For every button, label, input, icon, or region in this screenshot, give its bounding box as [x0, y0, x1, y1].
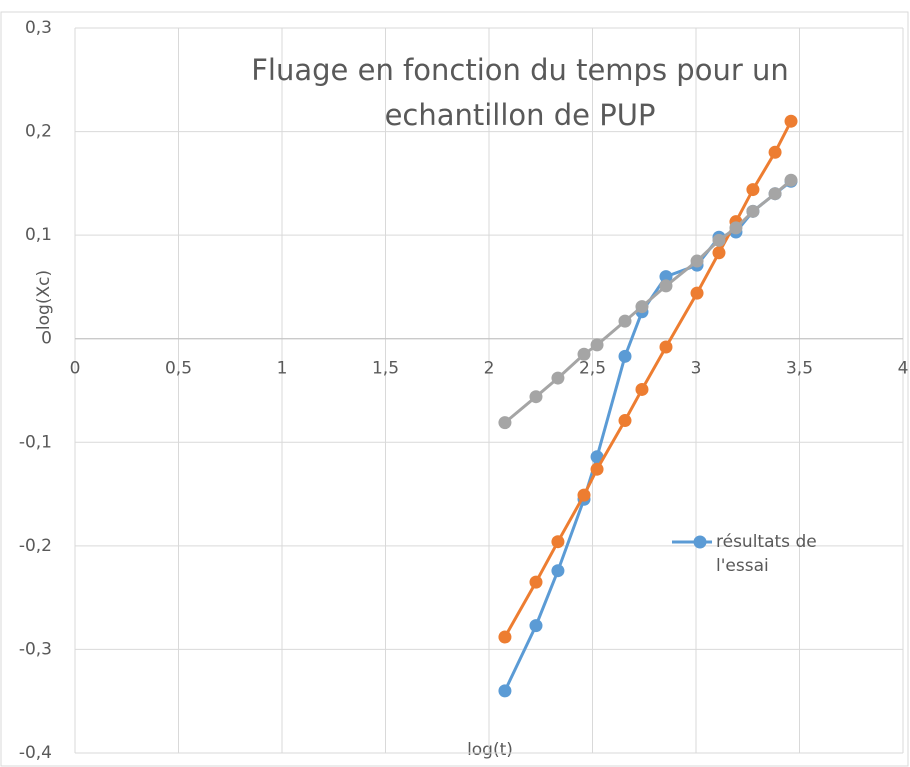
data-point	[618, 349, 632, 363]
data-point	[590, 450, 604, 464]
y-tick-label: 0,3	[25, 18, 52, 38]
chart-title: Fluage en fonction du temps pour un echa…	[251, 53, 789, 132]
y-tick-label: -0,3	[19, 639, 52, 659]
x-tick-label: 0,5	[165, 359, 192, 379]
data-point	[498, 684, 512, 698]
data-point	[659, 340, 673, 354]
x-tick-label: 3,5	[786, 359, 813, 379]
y-tick-label: 0,2	[25, 122, 52, 142]
data-point	[577, 488, 591, 502]
data-point	[729, 221, 743, 235]
data-point	[784, 173, 798, 187]
y-tick-label: 0	[41, 329, 52, 349]
y-tick-label: 0,1	[25, 225, 52, 245]
chart-border	[0, 11, 909, 767]
data-point	[659, 279, 673, 293]
x-tick-label: 2,5	[579, 359, 606, 379]
data-point	[590, 338, 604, 352]
data-point	[529, 390, 543, 404]
x-axis-label: log(t)	[467, 740, 513, 760]
data-point	[746, 204, 760, 218]
data-point	[635, 382, 649, 396]
x-tick-label: 1,5	[372, 359, 399, 379]
data-point	[529, 575, 543, 589]
data-point	[659, 270, 673, 284]
legend-label: résultats de l'essai	[716, 532, 817, 576]
legend-swatch	[693, 535, 707, 549]
data-point	[551, 535, 565, 549]
data-point	[768, 145, 782, 159]
data-point	[498, 416, 512, 430]
y-axis-label: log(Xc)	[34, 270, 54, 330]
data-point	[577, 347, 591, 361]
data-point	[618, 314, 632, 328]
x-tick-label: 1	[277, 359, 288, 379]
x-tick-label: 0	[70, 359, 81, 379]
y-tick-label: -0,4	[19, 743, 52, 763]
data-point	[618, 414, 632, 428]
data-point	[551, 371, 565, 385]
data-point	[590, 462, 604, 476]
series-line	[503, 180, 792, 692]
data-point	[690, 286, 704, 300]
y-tick-label: -0,2	[19, 536, 52, 556]
data-point	[768, 187, 782, 201]
data-point	[690, 254, 704, 268]
x-tick-label: 3	[691, 359, 702, 379]
x-tick-label: 2	[484, 359, 495, 379]
data-point	[551, 564, 565, 578]
data-point	[784, 114, 798, 128]
data-point	[529, 619, 543, 633]
data-point	[712, 246, 726, 260]
y-tick-label: -0,1	[19, 432, 52, 452]
x-tick-label: 4	[898, 359, 909, 379]
data-point	[498, 630, 512, 644]
series-line	[503, 179, 792, 424]
data-point	[635, 300, 649, 314]
data-point	[712, 233, 726, 247]
data-point	[746, 183, 760, 197]
